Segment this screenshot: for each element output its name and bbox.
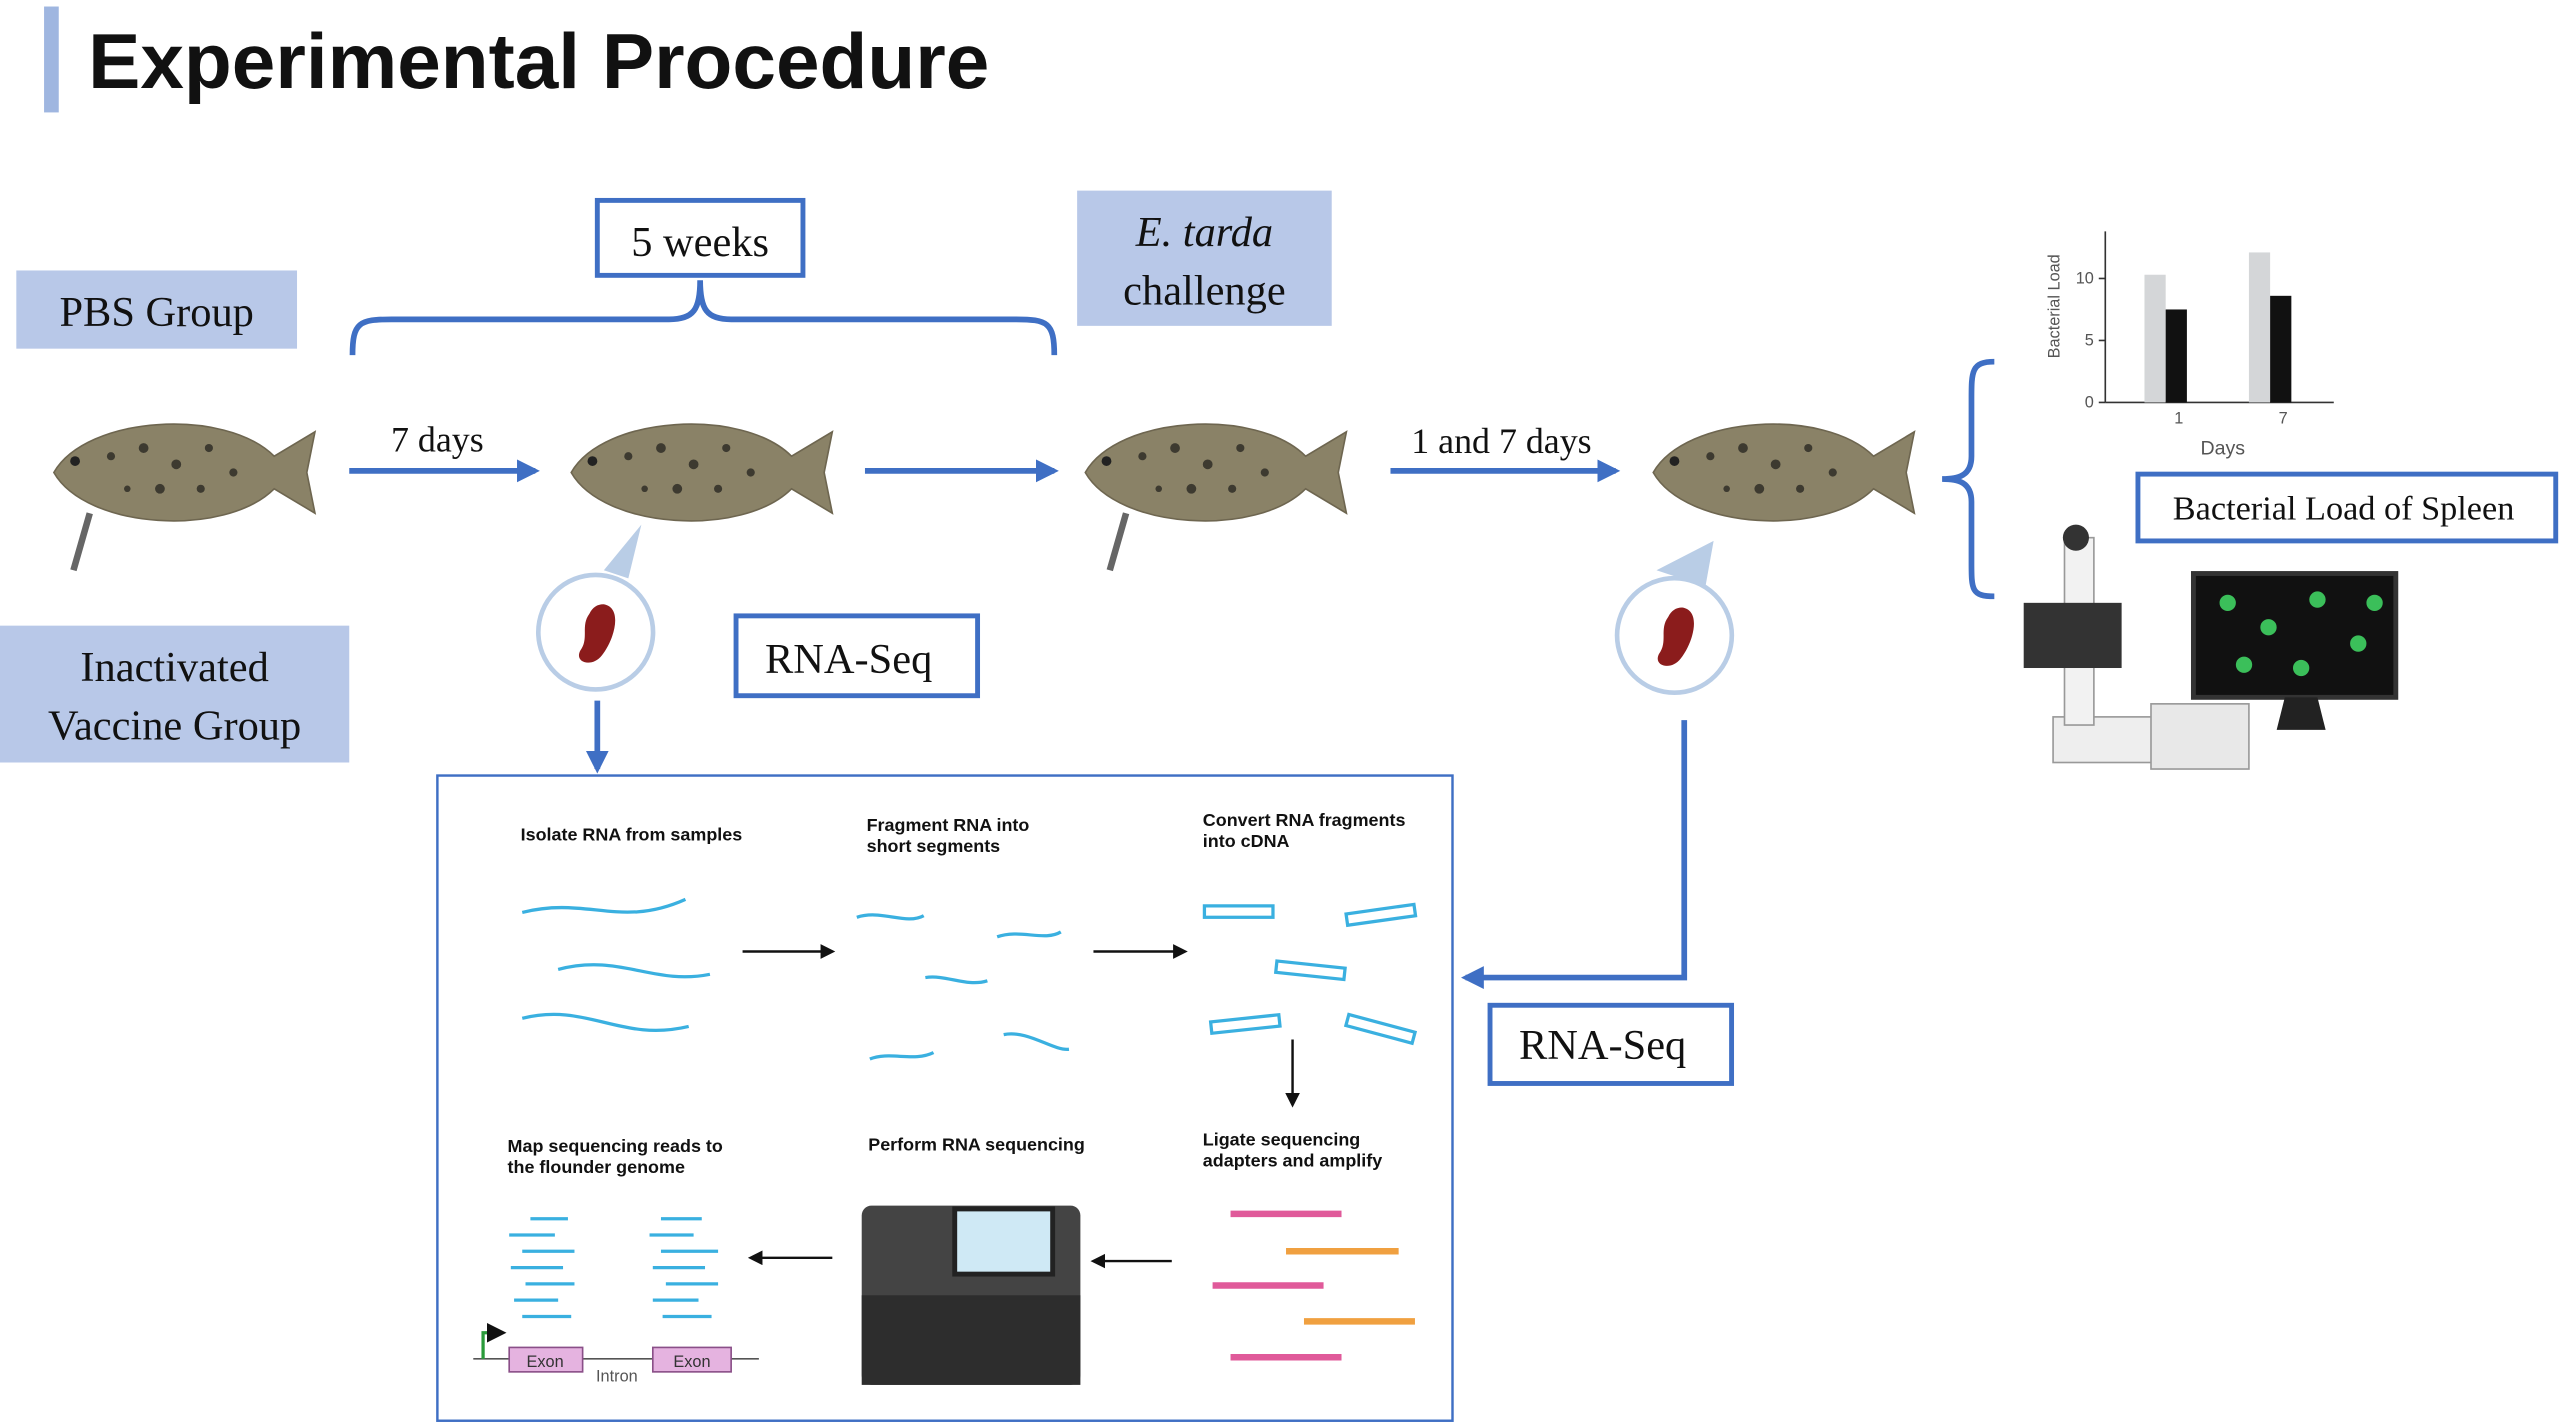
exon [508,1346,584,1373]
exon-label: Exon [526,1353,563,1371]
fish [53,423,316,522]
step-label: adapters and amplify [1203,1151,1382,1171]
period-box [594,197,806,278]
step-label: into cDNA [1203,831,1290,851]
callout [1656,540,1714,587]
y-tick-label: 10 [2076,269,2094,287]
y-axis-label: Bacterial Load [2046,254,2064,358]
mini-chart: Bacterial Load Days 0 5 10 1 7 [2046,231,2334,460]
x-tick-label: 1 [2174,410,2183,428]
outcome-box [2135,471,2559,544]
workflow: Exon Exon Intron Isolate RNA from sample… [473,810,1418,1386]
fish [570,423,834,522]
outcome-label: Bacterial Load of Spleen [2173,490,2515,528]
rnaseq-box [1487,1002,1735,1086]
fish [1084,423,1348,522]
y-tick-label: 5 [2085,331,2094,349]
reads [509,1217,719,1319]
x-axis-label: Days [2201,438,2246,460]
promoter [481,1322,507,1359]
step-label: short segments [867,836,1001,856]
step-label: Isolate RNA from samples [521,825,743,845]
period-brace [349,280,1058,356]
step-label: Map sequencing reads to [508,1136,723,1156]
exon-label: Exon [673,1353,710,1371]
step-label: the flounder genome [508,1157,685,1177]
syringe [1106,512,1130,572]
challenge-label: E. tarda [1135,209,1273,256]
bar [2248,252,2271,403]
exon [651,1346,732,1373]
title: Experimental Procedure [88,17,989,105]
microscope [2023,524,2399,770]
step-label: Convert RNA fragments [1203,810,1406,830]
rnaseq-label: RNA-Seq [1519,1022,1686,1069]
adapters [1212,1210,1415,1361]
challenge-label: challenge [1123,268,1285,315]
step-label: Perform RNA sequencing [868,1134,1085,1154]
vaccine-box [0,625,350,763]
period-label: 5 weeks [631,219,769,266]
pbs-label: PBS Group [59,289,253,336]
rnaseq-label: RNA-Seq [765,636,932,683]
bar [2270,295,2292,403]
pbs-box [16,270,298,349]
challenge-box [1077,190,1332,326]
step-label: Ligate sequencing [1203,1129,1360,1149]
step-label: Fragment RNA into [867,815,1030,835]
rna-strands [521,897,1418,1061]
vaccine-label: Inactivated [80,644,268,691]
spleen-icon [538,575,653,690]
y-tick-label: 0 [2085,393,2094,411]
outcome-brace [1942,358,1995,600]
fish [1652,423,1916,522]
bar [2144,274,2166,403]
vaccine-label: Vaccine Group [48,703,301,750]
callout [603,524,642,579]
syringe [70,512,93,572]
sequencer [861,1205,1081,1385]
x-tick-label: 7 [2279,410,2288,428]
title-accent [44,6,59,113]
rnaseq-box [733,613,981,699]
spleen-icon [1617,578,1732,693]
bar [2165,309,2187,403]
interval-label: 7 days [391,419,484,459]
arrow [1460,720,1688,989]
intron-label: Intron [596,1368,638,1386]
interval-label: 1 and 7 days [1411,421,1591,461]
